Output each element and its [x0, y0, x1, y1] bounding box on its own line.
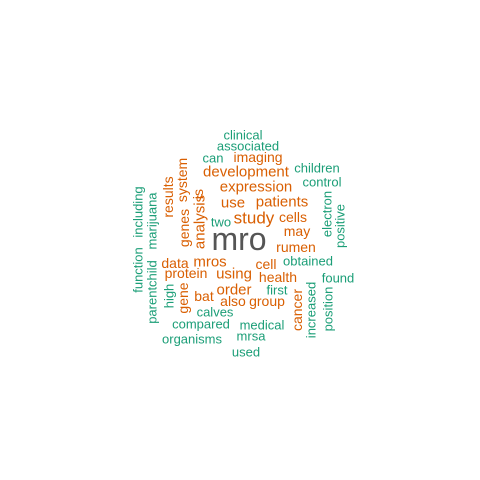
word-health: health [258, 269, 298, 285]
word-marijuana: marijuana [144, 192, 160, 250]
word-expression: expression [219, 178, 293, 196]
word-positive: positive [332, 203, 348, 249]
word-obtained: obtained [283, 253, 333, 269]
word-patients: patients [255, 193, 309, 211]
word-children: children [294, 160, 340, 176]
word-mrsa: mrsa [236, 328, 266, 344]
word-high: high [161, 283, 177, 309]
word-medical: medical [239, 317, 285, 333]
word-imaging: imaging [233, 149, 283, 165]
word-data: data [161, 255, 189, 271]
word-using: using [216, 265, 252, 283]
word-calves: calves [196, 304, 234, 320]
word-associated: associated [216, 138, 280, 154]
word-increased: increased [303, 281, 319, 339]
word-also: also [220, 293, 246, 309]
word-compared: compared [172, 316, 230, 332]
word-mros: mros [193, 253, 227, 271]
word-system: system [174, 157, 190, 203]
word-function: function [130, 247, 146, 293]
word-group: group [249, 293, 285, 309]
word-used: used [231, 344, 261, 360]
word-development: development [203, 163, 289, 181]
word-genes: genes [176, 208, 192, 248]
word-results: results [160, 176, 176, 218]
word-organisms: organisms [162, 331, 222, 347]
word-analysis: analysis [191, 194, 209, 250]
word-mro: mro [211, 221, 267, 257]
word-two: two [210, 214, 232, 230]
word-cell: cell [255, 256, 277, 272]
word-cells: cells [278, 209, 308, 225]
word-rumen: rumen [276, 239, 316, 255]
word-order: order [216, 281, 252, 299]
word-gene: gene [175, 282, 191, 314]
word-may: may [283, 223, 311, 239]
word-protein: protein [164, 265, 208, 281]
word-first: first [266, 282, 288, 298]
word-including: including [130, 186, 146, 238]
word-use: use [220, 194, 246, 212]
word-can: can [202, 150, 224, 166]
word-parentchild: parentchild [144, 260, 160, 324]
word-study: study [233, 208, 275, 228]
word-cancer: cancer [289, 288, 305, 332]
word-bat: bat [194, 288, 214, 304]
word-control: control [302, 174, 342, 190]
word-clinical: clinical [223, 127, 263, 143]
word-position: position [320, 286, 336, 332]
word-found: found [321, 270, 355, 286]
